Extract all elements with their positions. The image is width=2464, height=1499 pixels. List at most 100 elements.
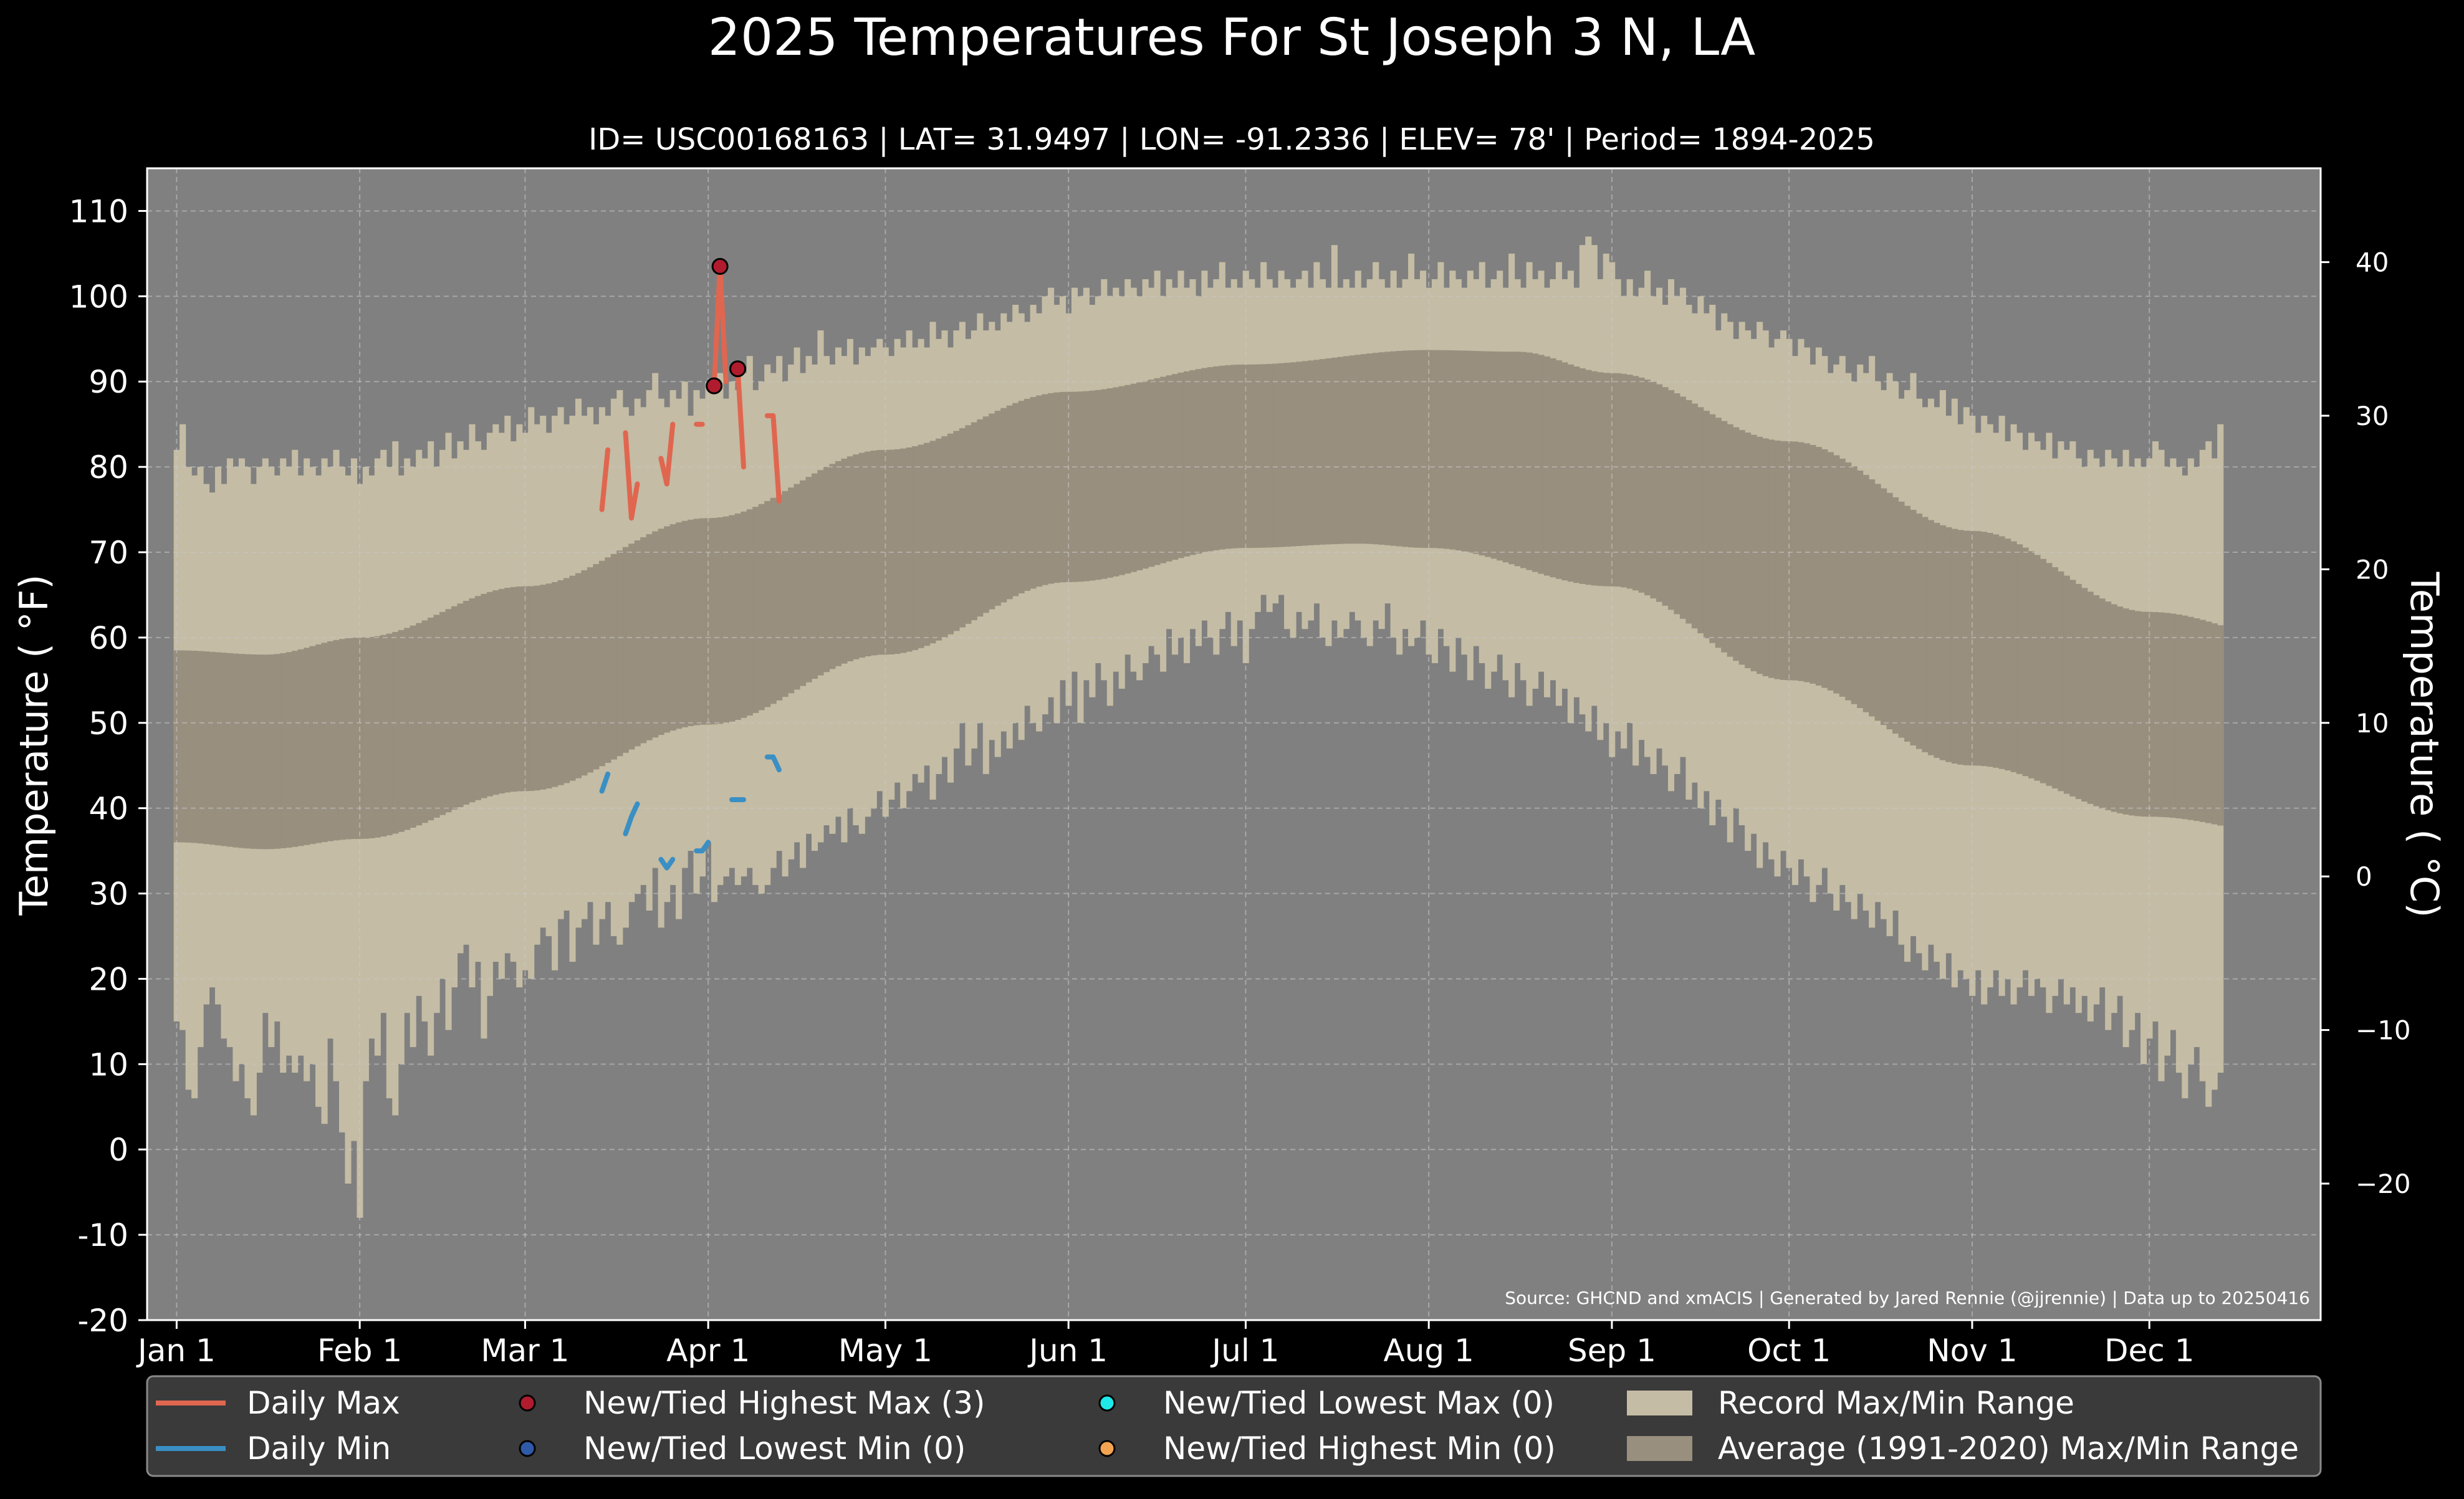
normal-range-bar bbox=[971, 422, 977, 621]
normal-range-bar bbox=[1709, 414, 1716, 643]
normal-range-bar bbox=[741, 511, 747, 718]
normal-range-bar bbox=[297, 649, 304, 846]
normal-range-bar bbox=[622, 547, 629, 753]
normal-range-bar bbox=[935, 438, 942, 641]
normal-range-bar bbox=[1030, 396, 1037, 589]
normal-range-bar bbox=[1024, 398, 1031, 591]
normal-range-bar bbox=[800, 480, 807, 686]
x-tick-label: Jun 1 bbox=[1027, 1333, 1108, 1369]
normal-range-bar bbox=[1284, 363, 1291, 547]
y-tick-label-right: 20 bbox=[2356, 554, 2389, 585]
normal-range-bar bbox=[285, 652, 292, 848]
normal-range-bar bbox=[315, 644, 322, 843]
normal-range-bar bbox=[451, 606, 458, 810]
normal-range-bar bbox=[616, 550, 623, 757]
normal-range-bar bbox=[2217, 625, 2224, 826]
x-tick-label: Nov 1 bbox=[1927, 1333, 2017, 1369]
normal-range-bar bbox=[1497, 352, 1503, 561]
normal-range-bar bbox=[1443, 350, 1450, 549]
normal-range-bar bbox=[1857, 470, 1864, 709]
normal-range-bar bbox=[1130, 383, 1137, 572]
normal-range-bar bbox=[1573, 366, 1580, 583]
normal-range-bar bbox=[882, 449, 889, 655]
normal-range-bar bbox=[1508, 352, 1515, 565]
normal-range-bar bbox=[1738, 429, 1745, 665]
normal-range-bar bbox=[758, 504, 765, 711]
series-line-segment bbox=[735, 366, 746, 470]
normal-range-bar bbox=[274, 654, 280, 849]
normal-range-bar bbox=[1691, 403, 1698, 629]
normal-range-bar bbox=[1166, 375, 1172, 562]
normal-range-bar bbox=[1183, 371, 1191, 557]
normal-range-bar bbox=[2040, 558, 2046, 783]
normal-range-bar bbox=[1172, 373, 1179, 560]
normal-range-bar bbox=[327, 641, 334, 841]
normal-range-bar bbox=[2134, 611, 2141, 817]
normal-range-bar bbox=[1000, 408, 1007, 603]
source-note: Source: GHCND and xmACIS | Generated by … bbox=[1505, 1288, 2310, 1308]
normal-range-bar bbox=[1148, 380, 1155, 567]
legend-label: New/Tied Highest Min (0) bbox=[1163, 1430, 1556, 1467]
normal-range-bar bbox=[1201, 368, 1208, 553]
normal-range-bar bbox=[1349, 355, 1356, 544]
normal-range-bar bbox=[2129, 610, 2136, 816]
normal-range-bar bbox=[746, 509, 753, 716]
normal-range-bar bbox=[2087, 591, 2094, 804]
normal-range-bar bbox=[2170, 613, 2177, 818]
y-tick-label-left: 50 bbox=[89, 706, 128, 742]
chart-subtitle: ID= USC00168163 | LAT= 31.9497 | LON= -9… bbox=[588, 122, 1875, 157]
normal-range-bar bbox=[214, 652, 222, 846]
normal-range-bar bbox=[1603, 373, 1609, 587]
normal-range-bar bbox=[1638, 377, 1645, 593]
normal-range-bar bbox=[989, 413, 995, 610]
normal-range-bar bbox=[1260, 364, 1267, 548]
normal-range-bar bbox=[598, 560, 605, 767]
normal-range-bar bbox=[1981, 532, 1988, 767]
normal-range-bar bbox=[1490, 351, 1497, 559]
normal-range-bar bbox=[439, 611, 446, 815]
normal-range-bar bbox=[1230, 365, 1237, 548]
normal-range-bar bbox=[1366, 353, 1373, 544]
series-line-segment bbox=[623, 801, 640, 836]
normal-range-bar bbox=[1118, 386, 1125, 575]
y-tick-label-left: 80 bbox=[89, 449, 128, 486]
normal-range-bar bbox=[362, 637, 369, 839]
normal-range-bar bbox=[1319, 359, 1326, 545]
normal-range-bar bbox=[688, 519, 694, 726]
normal-range-bar bbox=[244, 654, 251, 849]
normal-range-bar bbox=[1526, 352, 1533, 570]
normal-range-bar bbox=[711, 517, 717, 725]
y-tick-label-right: −20 bbox=[2356, 1169, 2411, 1199]
normal-range-bar bbox=[528, 586, 535, 792]
normal-range-bar bbox=[1963, 530, 1970, 765]
normal-range-bar bbox=[1685, 400, 1692, 624]
normal-range-bar bbox=[941, 436, 948, 638]
normal-range-bar bbox=[977, 419, 984, 617]
normal-range-bar bbox=[433, 615, 440, 818]
normal-range-bar bbox=[722, 516, 729, 723]
normal-range-bar bbox=[416, 623, 423, 826]
normal-range-bar bbox=[1862, 474, 1869, 712]
normal-range-bar bbox=[404, 628, 411, 830]
normal-range-bar bbox=[1886, 492, 1893, 730]
normal-range-bar bbox=[474, 596, 481, 800]
normal-range-bar bbox=[1467, 350, 1474, 553]
normal-range-bar bbox=[1290, 362, 1297, 547]
normal-range-bar bbox=[1485, 351, 1492, 557]
normal-range-bar bbox=[793, 484, 800, 690]
normal-range-bar bbox=[1177, 372, 1184, 558]
normal-range-bar bbox=[734, 513, 741, 720]
normal-range-bar bbox=[953, 431, 960, 631]
normal-range-bar bbox=[2146, 611, 2153, 817]
normal-range-bar bbox=[2187, 616, 2194, 820]
normal-range-bar bbox=[1745, 432, 1752, 668]
normal-range-bar bbox=[788, 487, 795, 694]
normal-range-bar bbox=[805, 477, 812, 682]
normal-range-bar bbox=[333, 639, 340, 841]
normal-range-bar bbox=[1018, 401, 1025, 594]
normal-range-bar bbox=[386, 633, 393, 836]
normal-range-bar bbox=[1626, 375, 1633, 589]
record-marker bbox=[711, 257, 729, 275]
normal-range-bar bbox=[1821, 449, 1828, 688]
